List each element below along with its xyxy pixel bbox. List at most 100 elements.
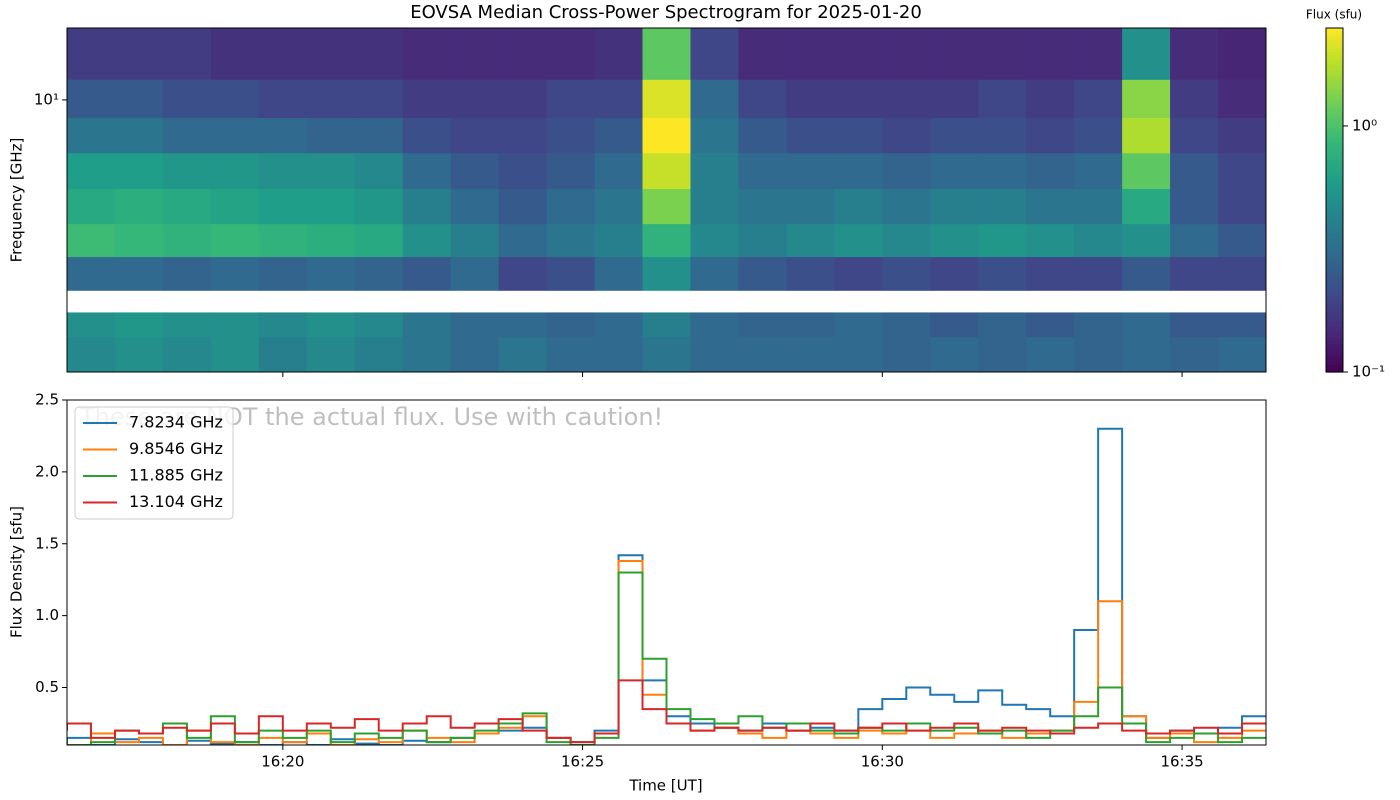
- heatmap-cell: [450, 223, 500, 258]
- colorbar-segment: [1326, 365, 1343, 370]
- heatmap-cell: [210, 336, 260, 373]
- colorbar-segment: [1326, 158, 1343, 163]
- heatmap-cell: [642, 336, 691, 373]
- colorbar-segment: [1326, 230, 1343, 235]
- colorbar-segment: [1326, 169, 1343, 174]
- colorbar-segment: [1326, 203, 1343, 208]
- x-tick-label: 16:30: [861, 753, 904, 771]
- heatmap-cell: [978, 117, 1027, 154]
- heatmap-cell: [642, 256, 691, 291]
- colorbar-segment: [1326, 351, 1343, 356]
- heatmap-cell: [642, 188, 691, 225]
- colorbar-segment: [1326, 279, 1343, 284]
- colorbar-segment: [1326, 220, 1343, 225]
- colorbar-frame: [1325, 27, 1344, 373]
- heatmap-cell: [546, 79, 596, 119]
- heatmap-cell: [1074, 223, 1123, 258]
- colorbar-segment: [1326, 361, 1343, 366]
- colorbar-segment: [1326, 275, 1343, 280]
- y-axis-label: Flux Density [sfu]: [8, 506, 26, 638]
- heatmap-cell: [930, 28, 979, 80]
- heatmap-cell: [1170, 312, 1219, 338]
- heatmap-cell: [594, 188, 644, 225]
- heatmap-cell: [882, 223, 931, 258]
- heatmap-cell: [258, 312, 308, 338]
- heatmap-cell: [738, 336, 787, 373]
- colorbar-segment: [1326, 124, 1343, 129]
- heatmap-cell: [930, 312, 979, 338]
- colorbar-segment: [1326, 175, 1343, 180]
- heatmap-cell: [210, 79, 260, 119]
- colorbar-segment: [1326, 261, 1343, 266]
- heatmap-cell: [1218, 256, 1267, 291]
- heatmap-cell: [786, 117, 835, 154]
- heatmap-cell: [1026, 188, 1075, 225]
- heatmap-cell: [978, 79, 1027, 119]
- colorbar-segment: [1326, 148, 1343, 153]
- heatmap-cell: [67, 79, 116, 119]
- heatmap-cell: [67, 256, 116, 291]
- colorbar-segment: [1326, 330, 1343, 335]
- heatmap-cell: [498, 188, 548, 225]
- colorbar-segment: [1326, 31, 1343, 36]
- heatmap-cell: [882, 153, 931, 190]
- heatmap-cell: [834, 188, 883, 225]
- heatmap-cell: [594, 28, 644, 80]
- heatmap-cell: [642, 312, 691, 338]
- heatmap-cell: [210, 312, 260, 338]
- heatmap-cell: [354, 336, 404, 373]
- heatmap-cell: [1170, 188, 1219, 225]
- heatmap-cell: [258, 256, 308, 291]
- heatmap-cell: [354, 79, 404, 119]
- chart-title: EOVSA Median Cross-Power Spectrogram for…: [410, 2, 922, 23]
- heatmap-cell: [594, 79, 644, 119]
- heatmap-cell: [402, 188, 452, 225]
- heatmap-cell: [1170, 28, 1219, 80]
- heatmap-cell: [306, 117, 356, 154]
- heatmap-cell: [1074, 117, 1123, 154]
- colorbar-segment: [1326, 93, 1343, 98]
- heatmap-cell: [450, 79, 500, 119]
- heatmap-cell: [1074, 312, 1123, 338]
- heatmap-cell: [642, 79, 691, 119]
- heatmap-cell: [546, 28, 596, 80]
- legend-label: 9.8546 GHz: [129, 439, 223, 458]
- colorbar-segment: [1326, 286, 1343, 291]
- colorbar-segment: [1326, 72, 1343, 77]
- colorbar-segment: [1326, 120, 1343, 125]
- heatmap-cell: [1122, 153, 1171, 190]
- colorbar-segment: [1326, 368, 1343, 373]
- heatmap-cell: [1074, 153, 1123, 190]
- heatmap-cell: [114, 79, 164, 119]
- colorbar-segment: [1326, 107, 1343, 112]
- colorbar-segment: [1326, 296, 1343, 301]
- heatmap-cell: [258, 336, 308, 373]
- heatmap-cell: [834, 153, 883, 190]
- heatmap-cell: [786, 312, 835, 338]
- heatmap-cell: [498, 312, 548, 338]
- colorbar-segment: [1326, 172, 1343, 177]
- colorbar-segment: [1326, 186, 1343, 191]
- heatmap-cell: [162, 312, 212, 338]
- heatmap-cell: [1170, 336, 1219, 373]
- heatmap-cell: [354, 117, 404, 154]
- heatmap-cell: [834, 336, 883, 373]
- heatmap-cell: [114, 153, 164, 190]
- heatmap-cell: [978, 312, 1027, 338]
- heatmap-cell: [1026, 336, 1075, 373]
- colorbar-segment: [1326, 100, 1343, 105]
- colorbar-segment: [1326, 341, 1343, 346]
- series-line: [67, 679, 1266, 744]
- heatmap-cell: [546, 336, 596, 373]
- heatmap-cell: [834, 117, 883, 154]
- heatmap-cell: [354, 188, 404, 225]
- colorbar-segment: [1326, 251, 1343, 256]
- heatmap-cell: [1218, 188, 1267, 225]
- heatmap-cell: [930, 188, 979, 225]
- heatmap-cell: [306, 188, 356, 225]
- heatmap-cell: [498, 256, 548, 291]
- heatmap-cell: [1122, 223, 1171, 258]
- colorbar-segment: [1326, 227, 1343, 232]
- heatmap-cell: [546, 188, 596, 225]
